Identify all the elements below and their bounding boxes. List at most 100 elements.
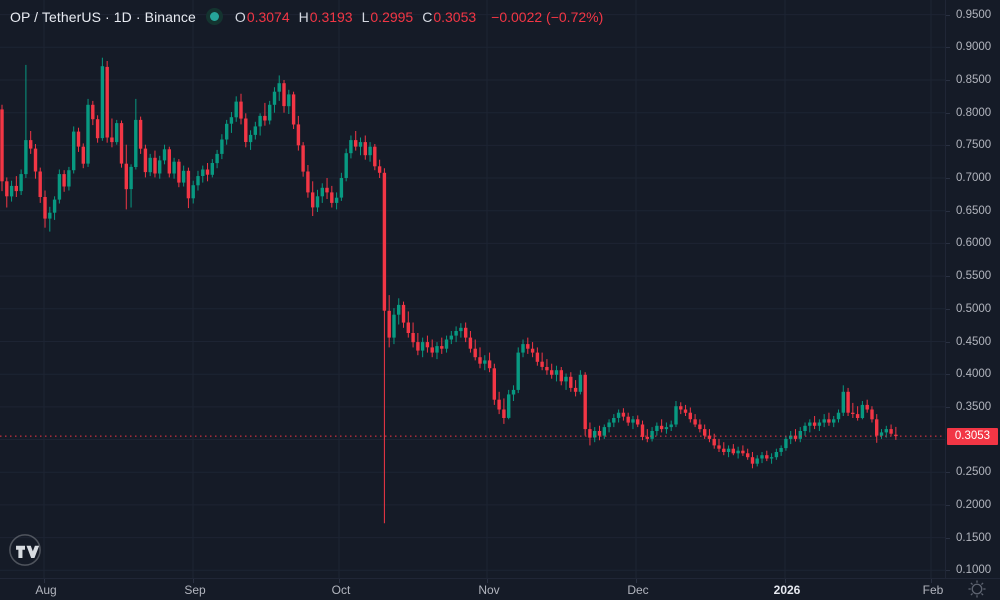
candle-body: [865, 404, 869, 410]
price-tick-label: 0.5500: [956, 270, 992, 283]
settings-sun-icon[interactable]: [968, 580, 986, 598]
candle-body: [320, 187, 324, 197]
candle-body: [712, 438, 716, 446]
candle-body: [401, 304, 406, 323]
candle-body: [817, 422, 822, 426]
candle-body: [392, 314, 396, 338]
candle-body: [679, 406, 683, 410]
candle-body: [487, 360, 492, 369]
candle-body: [693, 419, 697, 425]
candle-body: [229, 117, 234, 124]
candle-body: [14, 185, 18, 192]
candle-body: [420, 342, 425, 351]
candle-body: [564, 376, 568, 382]
time-tick-notch: [931, 579, 932, 583]
price-tick-label: 0.4000: [956, 368, 992, 381]
candle-body: [191, 185, 195, 199]
tradingview-logo-icon[interactable]: [8, 533, 42, 567]
candle-body: [755, 458, 759, 464]
price-pane[interactable]: OP / TetherUS · 1D · Binance O 0.3074 H …: [0, 0, 945, 578]
candle-body: [225, 123, 229, 140]
candle-body: [263, 115, 267, 121]
price-tick-label: 0.2500: [956, 466, 992, 479]
ohlc-readout: O 0.3074 H 0.3193 L 0.2995 C 0.3053 −0.0…: [235, 9, 603, 25]
candle-body: [879, 432, 884, 436]
candlestick-chart[interactable]: [0, 0, 945, 578]
price-tick-label: 0.8500: [956, 74, 992, 86]
candle-body: [717, 445, 721, 449]
candle-body: [0, 109, 4, 182]
candle-body: [201, 169, 205, 176]
candle-body: [76, 131, 81, 147]
candle-body: [516, 352, 520, 390]
price-tick-label: 0.8000: [956, 106, 992, 119]
time-tick-label: Nov: [478, 583, 500, 597]
time-tick-label: Dec: [627, 583, 649, 597]
price-tick-label: 0.1000: [956, 564, 992, 577]
candle-body: [889, 429, 893, 434]
candle-body: [554, 370, 559, 375]
candle-body: [358, 142, 363, 147]
price-tick-notch: [946, 178, 950, 179]
price-tick-notch: [946, 537, 950, 539]
candle-body: [81, 146, 85, 164]
price-tick-notch: [946, 504, 950, 506]
time-tick-notch: [44, 579, 45, 583]
candle-body: [765, 455, 769, 459]
candle-body: [731, 448, 735, 454]
close-value: 0.3053: [433, 8, 477, 25]
candle-body: [621, 412, 626, 417]
candle-body: [406, 322, 410, 333]
candle-body: [468, 337, 473, 349]
price-axis[interactable]: 0.9500 0.9000 0.8500 0.8000 0.7500 0.7000 0.65…: [945, 0, 1000, 578]
candle-body: [416, 342, 420, 351]
candle-body: [48, 212, 52, 219]
candle-body: [311, 192, 315, 208]
candle-body: [100, 66, 105, 139]
candle-body: [722, 448, 726, 452]
time-tick-label: 2026: [773, 583, 801, 597]
price-tick-label: 0.4500: [956, 335, 992, 348]
candle-body: [707, 435, 712, 439]
time-tick-notch: [785, 579, 786, 583]
candle-body: [205, 169, 210, 175]
candle-body: [860, 404, 865, 418]
candle-body: [602, 427, 606, 436]
low-value: 0.2995: [370, 8, 414, 25]
candle-body: [540, 361, 544, 367]
candle-body: [172, 161, 176, 174]
price-tick-label: 0.2000: [956, 498, 992, 511]
candle-body: [138, 119, 143, 149]
candle-body: [38, 171, 42, 197]
candle-body: [306, 171, 310, 193]
candle-body: [354, 140, 358, 147]
candle-body: [43, 197, 47, 219]
price-tick-label: 0.7500: [956, 139, 992, 152]
candle-body: [636, 419, 640, 425]
candle-body: [593, 431, 597, 438]
symbol-title[interactable]: OP / TetherUS · 1D · Binance: [10, 8, 196, 25]
candle-body: [459, 327, 463, 332]
price-tick-label: 0.9000: [956, 41, 992, 54]
candle-body: [444, 339, 449, 349]
candle-body: [779, 448, 783, 452]
candle-body: [894, 434, 898, 437]
price-tick-label: 0.1500: [956, 531, 992, 544]
candle-body: [158, 160, 162, 174]
price-tick-notch: [946, 406, 950, 408]
candle-body: [449, 335, 453, 340]
candle-body: [291, 94, 296, 125]
open-readout: O 0.3074: [235, 9, 290, 25]
candle-body: [363, 142, 367, 156]
candle-body: [315, 196, 320, 208]
high-value: 0.3193: [309, 8, 353, 25]
candle-body: [698, 424, 702, 430]
candle-body: [244, 118, 248, 142]
time-axis[interactable]: Aug Sep Oct Nov Dec 2026 Feb: [0, 578, 1000, 600]
candle-body: [559, 370, 563, 382]
candle-body: [645, 436, 649, 439]
candle-body: [836, 412, 841, 420]
price-tick-notch: [946, 112, 950, 114]
candle-body: [210, 163, 214, 175]
candle-body: [411, 333, 415, 343]
